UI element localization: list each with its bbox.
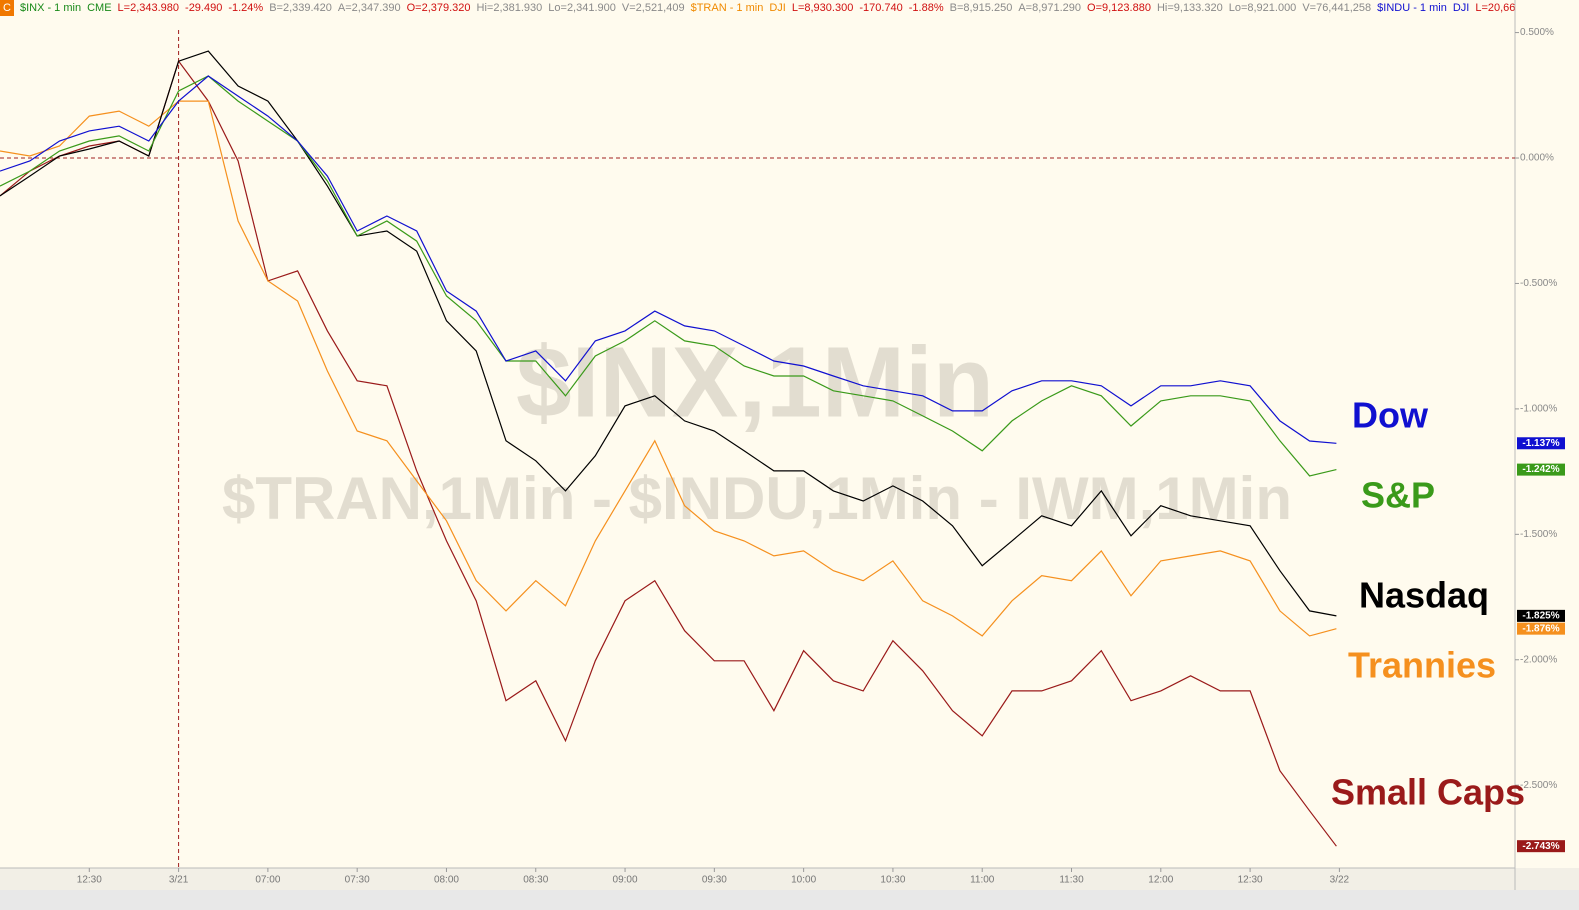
header-item: A=8,971.290 bbox=[1018, 2, 1082, 14]
header-item: CME bbox=[87, 2, 112, 14]
end-value-label: -1.137% bbox=[1517, 437, 1565, 450]
x-tick-label: 12:00 bbox=[1148, 875, 1173, 886]
x-tick-label: 09:30 bbox=[702, 875, 727, 886]
end-value-label: -1.242% bbox=[1517, 463, 1565, 476]
header-item: L=8,930.300 bbox=[791, 2, 854, 14]
x-tick-label: 08:30 bbox=[523, 875, 548, 886]
header-item: V=2,521,409 bbox=[621, 2, 685, 14]
x-tick-label: 12:30 bbox=[1238, 875, 1263, 886]
watermark: $INX,1Min bbox=[516, 326, 994, 438]
end-value-box bbox=[1517, 622, 1565, 635]
header-item: O=2,379.320 bbox=[406, 2, 471, 14]
end-value-text: -1.137% bbox=[1522, 438, 1559, 449]
x-tick-label: 11:30 bbox=[1059, 875, 1084, 886]
end-value-text: -1.825% bbox=[1522, 611, 1559, 622]
x-tick-label: 11:00 bbox=[970, 875, 995, 886]
header-item: $INX - 1 min bbox=[19, 2, 82, 14]
series-line bbox=[0, 59, 1337, 847]
series-name: S&P bbox=[1361, 475, 1435, 516]
end-value-label: -1.825% bbox=[1517, 609, 1565, 622]
x-axis-band bbox=[0, 868, 1579, 890]
y-tick-label: -1.500% bbox=[1520, 529, 1557, 540]
header-item: $INDU - 1 min bbox=[1377, 2, 1447, 14]
series-line bbox=[0, 75, 1337, 477]
x-tick-label: 3/22 bbox=[1330, 875, 1350, 886]
y-tick-label: 0.000% bbox=[1520, 153, 1554, 164]
header-item: A=2,347.390 bbox=[337, 2, 401, 14]
x-tick-label: 12:30 bbox=[77, 875, 102, 886]
y-tick-label: -2.000% bbox=[1520, 654, 1557, 665]
end-value-box bbox=[1517, 840, 1565, 853]
series-line bbox=[0, 50, 1337, 617]
series-line bbox=[0, 75, 1337, 444]
header-item: -1.24% bbox=[228, 2, 264, 14]
end-value-text: -1.242% bbox=[1522, 464, 1559, 475]
x-tick-label: 10:30 bbox=[880, 875, 905, 886]
series-name: Small Caps bbox=[1331, 772, 1525, 813]
x-tick-label: 09:00 bbox=[613, 875, 638, 886]
y-tick-label: 0.500% bbox=[1520, 27, 1554, 38]
header-item: Hi=2,381.930 bbox=[476, 2, 543, 14]
series-line bbox=[0, 100, 1337, 637]
header-item: L=2,343.980 bbox=[117, 2, 180, 14]
x-tick-label: 08:00 bbox=[434, 875, 459, 886]
header-item: L=20,668. bbox=[1475, 2, 1515, 14]
end-value-box bbox=[1517, 437, 1565, 450]
end-value-text: -2.743% bbox=[1522, 841, 1559, 852]
header-item: O=9,123.880 bbox=[1087, 2, 1151, 14]
y-tick-label: -1.000% bbox=[1520, 404, 1557, 415]
x-tick-label: 3/21 bbox=[169, 875, 189, 886]
end-value-box bbox=[1517, 463, 1565, 476]
watermark: $TRAN,1Min - $INDU,1Min - IWM,1Min bbox=[222, 465, 1292, 532]
header-item: Lo=8,921.000 bbox=[1228, 2, 1297, 14]
header: C $INX - 1 min CME L=2,343.980 -29.490 -1.24%… bbox=[0, 0, 1515, 16]
header-item: DJI bbox=[769, 2, 786, 14]
scrollbar bbox=[0, 890, 1579, 910]
end-value-label: -2.743% bbox=[1517, 840, 1565, 853]
end-value-box bbox=[1517, 609, 1565, 622]
header-item: DJI bbox=[1452, 2, 1470, 14]
x-tick-label: 10:00 bbox=[791, 875, 816, 886]
header-item: -29.490 bbox=[185, 2, 223, 14]
end-value-label: -1.876% bbox=[1517, 622, 1565, 635]
header-item: B=8,915.250 bbox=[949, 2, 1013, 14]
header-item: -170.740 bbox=[859, 2, 903, 14]
header-item: $TRAN - 1 min bbox=[690, 2, 764, 14]
x-tick-label: 07:00 bbox=[255, 875, 280, 886]
y-tick-label: -2.500% bbox=[1520, 780, 1557, 791]
series-name: Nasdaq bbox=[1359, 575, 1489, 616]
y-tick-label: -0.500% bbox=[1520, 278, 1557, 289]
series-name: Dow bbox=[1352, 395, 1429, 436]
series-name: Trannies bbox=[1348, 645, 1496, 686]
header-item: Hi=9,133.320 bbox=[1156, 2, 1223, 14]
badge: C bbox=[0, 0, 14, 16]
end-value-text: -1.876% bbox=[1522, 623, 1559, 634]
x-tick-label: 07:30 bbox=[345, 875, 370, 886]
header-item: -1.88% bbox=[908, 2, 944, 14]
header-item: B=2,339.420 bbox=[269, 2, 332, 14]
header-item: Lo=2,341.900 bbox=[548, 2, 616, 14]
header-item: V=76,441,258 bbox=[1302, 2, 1372, 14]
